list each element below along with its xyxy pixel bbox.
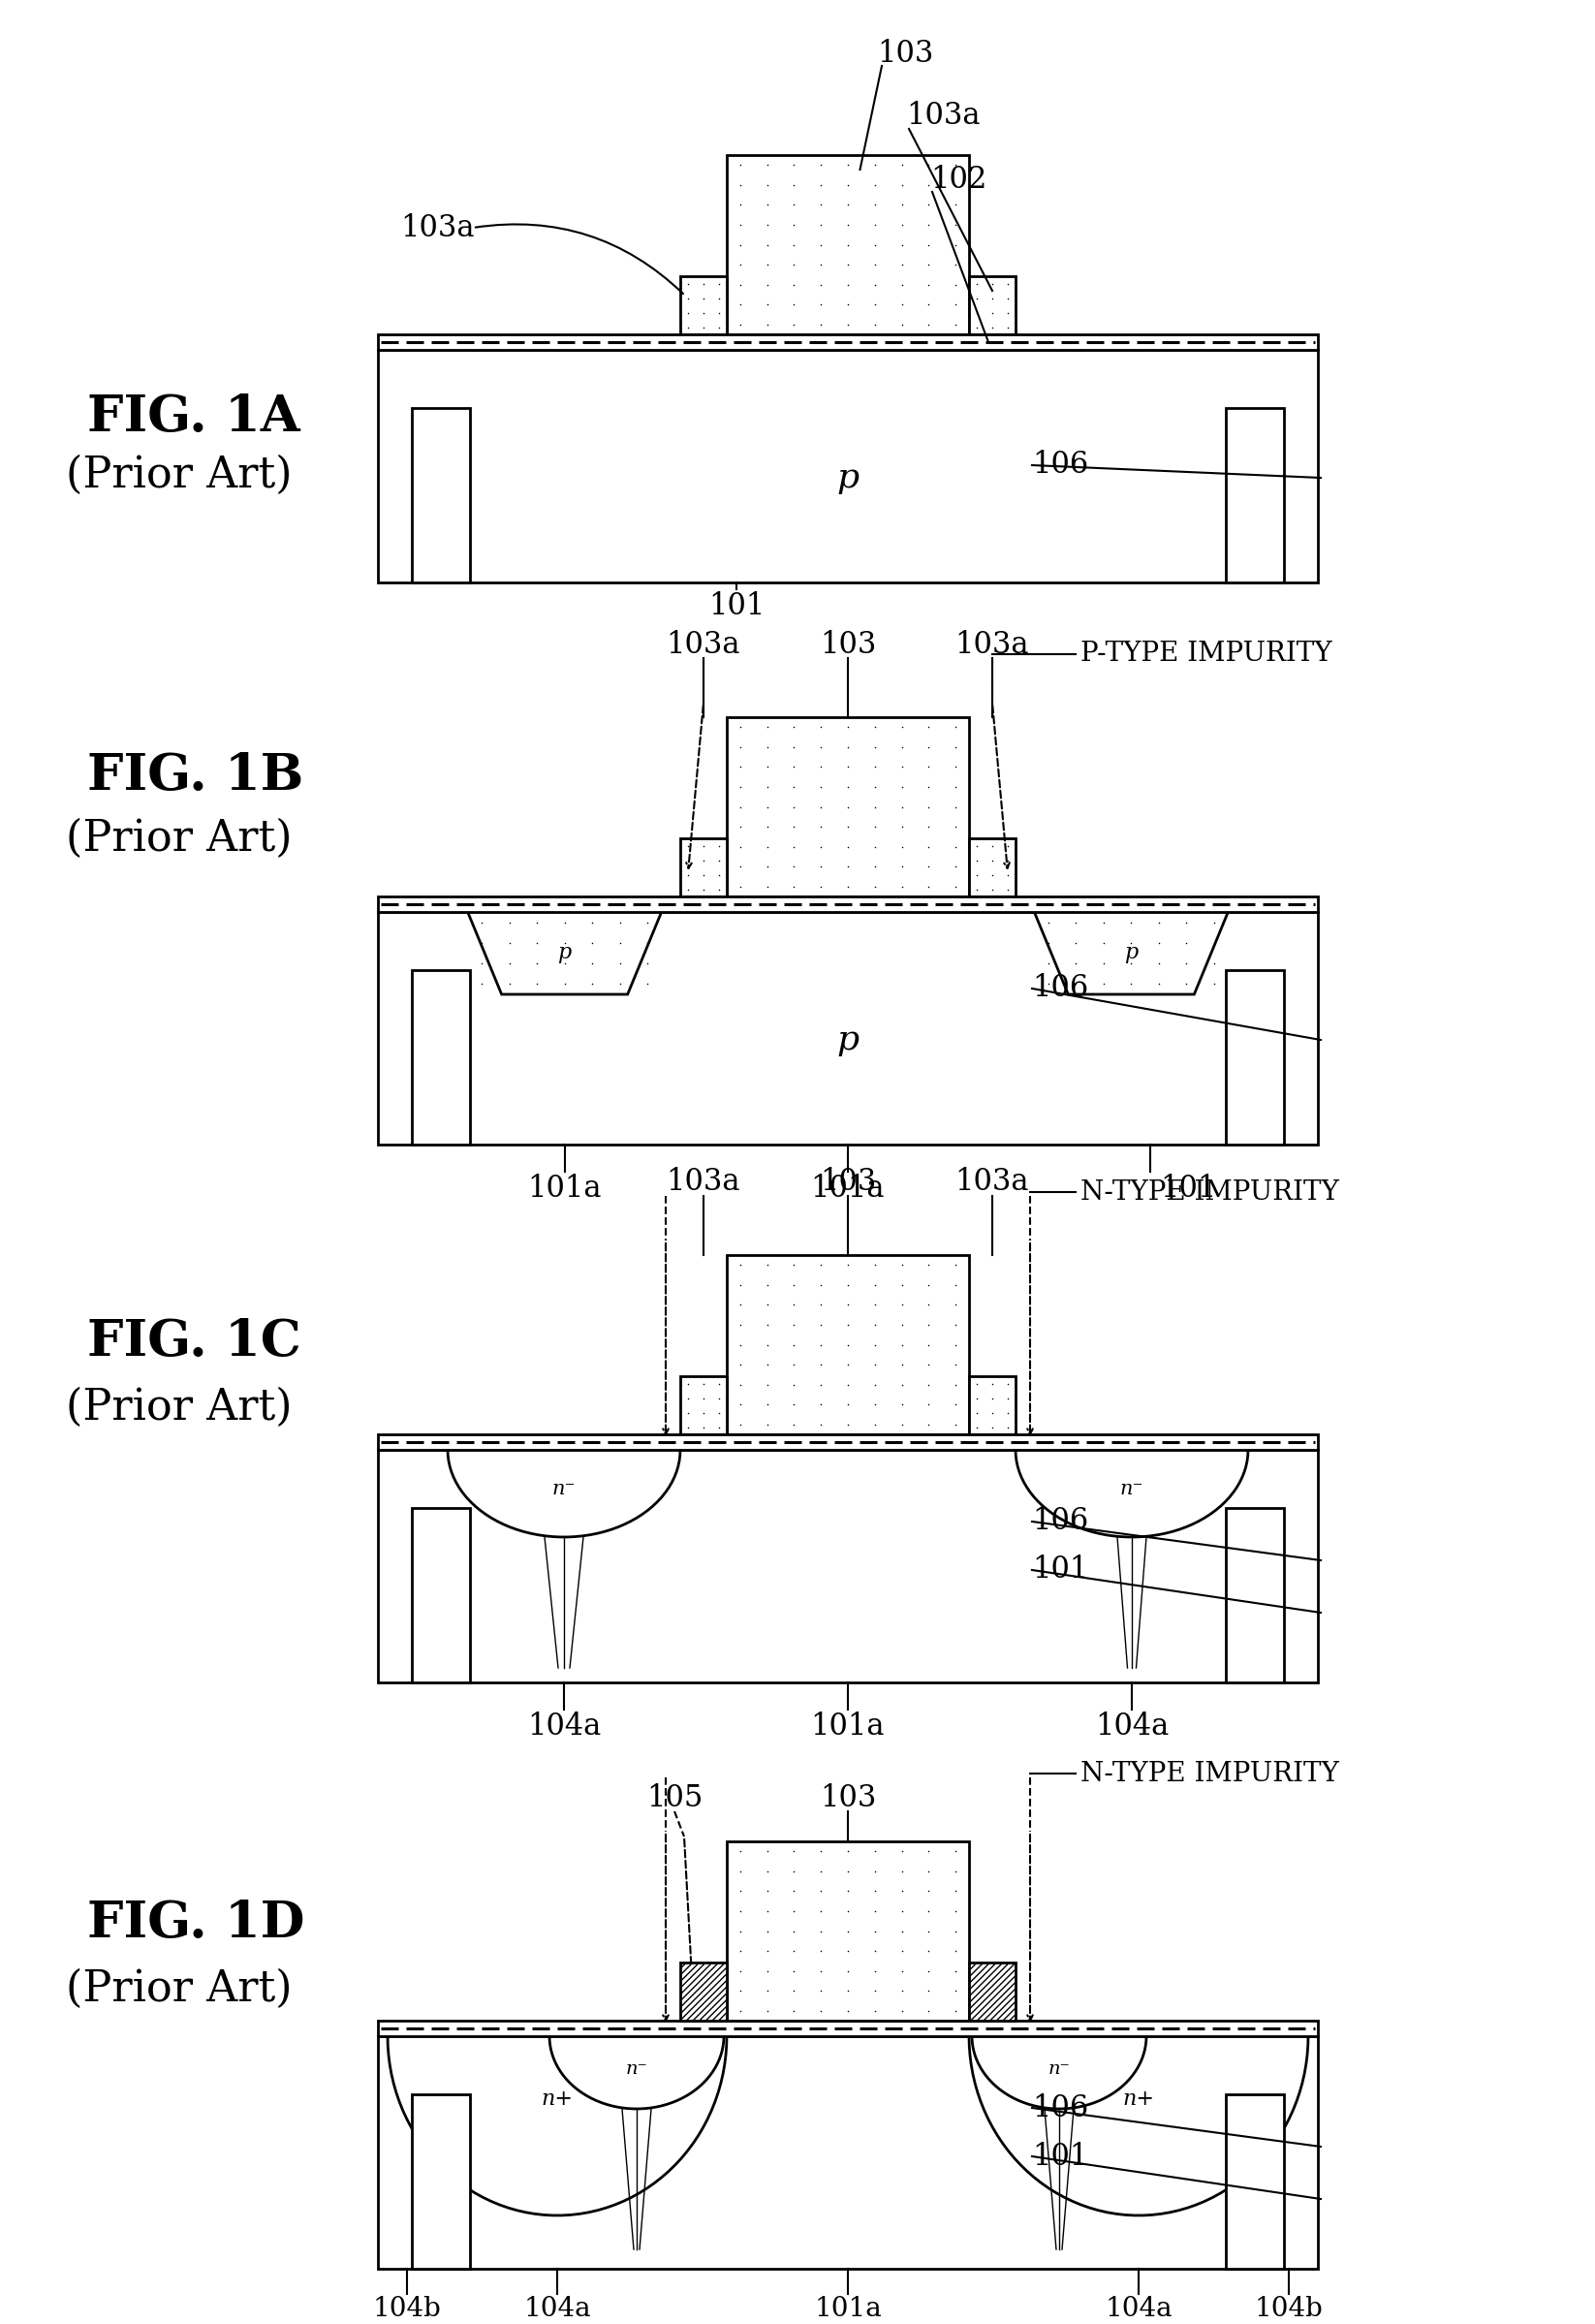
- Text: 103: 103: [820, 1167, 876, 1197]
- Polygon shape: [448, 1450, 679, 1536]
- Polygon shape: [467, 911, 662, 995]
- Bar: [970, 1376, 1016, 1434]
- Text: 101: 101: [1032, 2140, 1088, 2171]
- Text: n⁻: n⁻: [1120, 1480, 1144, 1499]
- Bar: [412, 409, 471, 583]
- Text: (Prior Art): (Prior Art): [65, 818, 292, 860]
- Bar: [378, 897, 1317, 911]
- Text: 103: 103: [820, 1783, 876, 1813]
- Text: 106: 106: [1032, 1506, 1088, 1536]
- Text: n+: n+: [541, 2089, 573, 2110]
- Text: 104a: 104a: [1094, 1710, 1169, 1741]
- Polygon shape: [1016, 1450, 1249, 1536]
- Text: FIG. 1B: FIG. 1B: [88, 751, 303, 799]
- Text: 101a: 101a: [810, 1174, 885, 1204]
- Bar: [679, 277, 727, 335]
- Bar: [679, 839, 727, 897]
- Text: p: p: [1124, 944, 1139, 964]
- Text: 103a: 103a: [955, 630, 1029, 660]
- Text: n⁻: n⁻: [552, 1480, 576, 1499]
- Text: (Prior Art): (Prior Art): [65, 1387, 292, 1429]
- Text: 103a: 103a: [667, 630, 740, 660]
- Bar: [378, 335, 1317, 351]
- Text: FIG. 1C: FIG. 1C: [88, 1318, 301, 1367]
- Bar: [412, 1508, 471, 1683]
- Bar: [412, 969, 471, 1143]
- Bar: [1227, 1508, 1284, 1683]
- Text: FIG. 1A: FIG. 1A: [88, 393, 300, 442]
- Text: 103a: 103a: [906, 102, 981, 132]
- Bar: [378, 2020, 1317, 2036]
- Bar: [378, 2036, 1317, 2268]
- Text: 103a: 103a: [955, 1167, 1029, 1197]
- Text: p: p: [837, 1023, 860, 1057]
- Text: 103a: 103a: [667, 1167, 740, 1197]
- Text: 101a: 101a: [810, 1710, 885, 1741]
- Text: 103: 103: [877, 37, 933, 67]
- Bar: [679, 1376, 727, 1434]
- Polygon shape: [1034, 911, 1228, 995]
- Polygon shape: [970, 2036, 1308, 2215]
- Text: (Prior Art): (Prior Art): [65, 1968, 292, 2010]
- Text: 105: 105: [646, 1783, 703, 1813]
- Text: 101: 101: [1032, 1555, 1088, 1585]
- Polygon shape: [970, 1961, 1016, 2020]
- Polygon shape: [388, 2036, 727, 2215]
- Bar: [727, 1255, 970, 1434]
- Bar: [378, 911, 1317, 1143]
- Bar: [412, 2094, 471, 2268]
- Polygon shape: [679, 1961, 727, 2020]
- Text: 106: 106: [1032, 974, 1088, 1004]
- Text: p: p: [558, 944, 571, 964]
- Text: N-TYPE IMPURITY: N-TYPE IMPURITY: [1080, 1762, 1340, 1787]
- Polygon shape: [549, 2036, 724, 2108]
- Bar: [1227, 409, 1284, 583]
- Text: N-TYPE IMPURITY: N-TYPE IMPURITY: [1080, 1178, 1340, 1206]
- Bar: [378, 351, 1317, 583]
- Text: 104a: 104a: [526, 1710, 601, 1741]
- Text: n+: n+: [1123, 2089, 1155, 2110]
- Text: 104a: 104a: [1105, 2296, 1172, 2322]
- Text: 106: 106: [1032, 451, 1088, 481]
- Text: (Prior Art): (Prior Art): [65, 453, 292, 495]
- Text: n⁻: n⁻: [625, 2059, 648, 2078]
- Text: 102: 102: [930, 165, 987, 195]
- Bar: [727, 718, 970, 897]
- Text: 101: 101: [1160, 1174, 1217, 1204]
- Bar: [970, 839, 1016, 897]
- Text: 104b: 104b: [373, 2296, 442, 2322]
- Text: 103: 103: [820, 630, 876, 660]
- Bar: [1227, 969, 1284, 1143]
- Bar: [1227, 2094, 1284, 2268]
- Bar: [378, 1434, 1317, 1450]
- Bar: [378, 1450, 1317, 1683]
- Text: 104a: 104a: [523, 2296, 590, 2322]
- Text: 101a: 101a: [528, 1174, 601, 1204]
- Text: FIG. 1D: FIG. 1D: [88, 1899, 305, 1948]
- Bar: [970, 277, 1016, 335]
- Polygon shape: [971, 2036, 1147, 2108]
- Text: p: p: [837, 460, 860, 495]
- Bar: [727, 1841, 970, 2020]
- Text: n⁻: n⁻: [1048, 2059, 1070, 2078]
- Text: 101: 101: [708, 590, 764, 621]
- Text: 101a: 101a: [813, 2296, 882, 2322]
- Bar: [727, 156, 970, 335]
- Text: 106: 106: [1032, 2094, 1088, 2122]
- Text: 104b: 104b: [1255, 2296, 1324, 2322]
- Text: 103a: 103a: [400, 214, 475, 242]
- Text: P-TYPE IMPURITY: P-TYPE IMPURITY: [1080, 641, 1332, 667]
